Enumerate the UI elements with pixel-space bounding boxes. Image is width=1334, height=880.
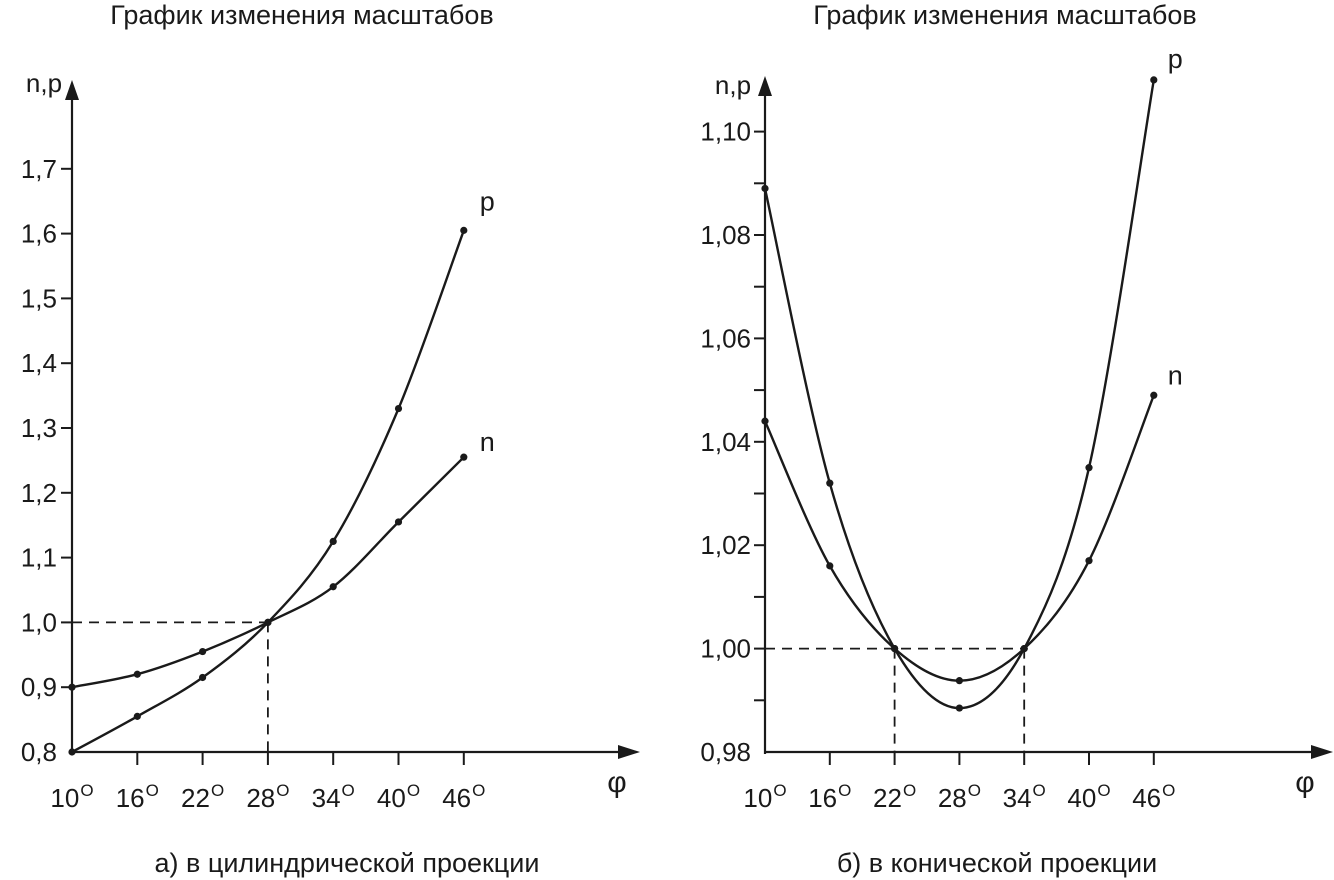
x-axis-arrow bbox=[1311, 745, 1333, 759]
chart-title: График изменения масштабов bbox=[110, 0, 493, 30]
y-tick-label: 1,04 bbox=[700, 427, 751, 457]
x-tick-label: 28O bbox=[246, 781, 289, 813]
x-tick-label: 46O bbox=[1132, 781, 1175, 813]
y-tick-label: 1,02 bbox=[700, 530, 751, 560]
chart-conical: График изменения масштабов б) в коническо… bbox=[700, 0, 1333, 878]
data-point-p bbox=[199, 673, 207, 682]
data-point-n bbox=[199, 647, 207, 656]
x-tick-label: 10O bbox=[50, 781, 93, 813]
y-tick-label: 1,3 bbox=[21, 413, 57, 443]
y-axis-arrow bbox=[758, 76, 772, 96]
y-tick-label: 1,4 bbox=[21, 348, 57, 378]
data-point-p bbox=[68, 748, 76, 756]
x-tick-label: 22O bbox=[181, 781, 224, 813]
data-point-n bbox=[394, 518, 403, 526]
data-point-n bbox=[891, 645, 899, 653]
x-axis-label: φ bbox=[607, 766, 626, 799]
y-tick-label: 0,9 bbox=[21, 672, 57, 702]
y-tick-label: 1,2 bbox=[21, 478, 57, 508]
data-point-n bbox=[761, 417, 769, 425]
series-line-p bbox=[70, 229, 465, 754]
data-point-p bbox=[394, 404, 403, 413]
data-point-n bbox=[826, 562, 834, 570]
x-tick-label: 46O bbox=[442, 781, 485, 813]
chart-caption: б) в конической проекции bbox=[837, 848, 1157, 878]
data-point-n bbox=[133, 670, 141, 678]
y-tick-label: 0,98 bbox=[700, 737, 751, 767]
data-point-p bbox=[826, 479, 834, 487]
y-tick-label: 1,08 bbox=[700, 220, 751, 250]
x-tick-label: 34O bbox=[312, 781, 355, 813]
series-line-n bbox=[70, 456, 465, 689]
data-point-p bbox=[329, 537, 337, 546]
data-point-p bbox=[133, 712, 141, 720]
y-tick-label: 1,5 bbox=[21, 283, 57, 313]
data-point-n bbox=[1085, 557, 1093, 565]
x-axis-label: φ bbox=[1295, 766, 1314, 799]
data-point-n bbox=[264, 618, 272, 627]
y-tick-label: 1,10 bbox=[700, 117, 751, 147]
y-tick-label: 1,00 bbox=[700, 634, 751, 664]
x-tick-label: 22O bbox=[873, 781, 916, 813]
chart-title: График изменения масштабов bbox=[813, 0, 1196, 30]
series-label-n: n bbox=[1168, 360, 1183, 390]
data-point-p bbox=[761, 184, 769, 193]
x-tick-label: 40O bbox=[377, 781, 420, 813]
data-point-n bbox=[955, 677, 964, 685]
y-tick-label: 1,0 bbox=[21, 607, 57, 637]
data-point-n bbox=[68, 683, 76, 691]
x-tick-label: 10O bbox=[743, 781, 786, 813]
y-tick-label: 0,8 bbox=[21, 737, 57, 767]
series-line-p bbox=[763, 78, 1155, 710]
x-axis-arrow bbox=[618, 745, 640, 759]
y-axis-label: n,p bbox=[26, 68, 62, 98]
data-point-n bbox=[329, 583, 337, 591]
x-tick-label: 40O bbox=[1067, 781, 1110, 813]
data-point-p bbox=[955, 704, 964, 712]
chart-cylindrical: График изменения масштабов а) в цилиндрич… bbox=[21, 0, 640, 878]
y-tick-label: 1,7 bbox=[21, 154, 57, 184]
y-axis-arrow bbox=[65, 80, 79, 100]
series-label-n: n bbox=[480, 427, 495, 457]
chart-caption: а) в цилиндрической проекции bbox=[155, 848, 540, 878]
data-point-p bbox=[1150, 76, 1158, 84]
y-tick-label: 1,1 bbox=[21, 543, 57, 573]
data-point-p bbox=[1085, 464, 1093, 472]
x-tick-label: 28O bbox=[938, 781, 981, 813]
data-point-n bbox=[1150, 391, 1158, 399]
y-tick-label: 1,6 bbox=[21, 219, 57, 249]
series-label-p: p bbox=[1168, 44, 1183, 74]
y-axis-label: n,p bbox=[715, 70, 751, 100]
data-point-p bbox=[460, 226, 468, 234]
x-tick-label: 34O bbox=[1003, 781, 1046, 813]
data-point-n bbox=[1020, 645, 1028, 653]
series-label-p: p bbox=[480, 186, 495, 216]
x-tick-label: 16O bbox=[808, 781, 851, 813]
y-tick-label: 1,06 bbox=[700, 323, 751, 353]
x-tick-label: 16O bbox=[116, 781, 159, 813]
data-point-n bbox=[460, 453, 468, 461]
